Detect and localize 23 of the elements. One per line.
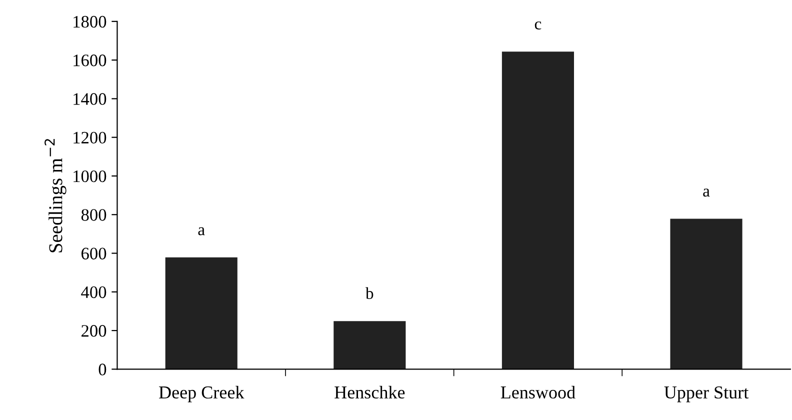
x-tick-label: Henschke [334,386,405,399]
bar [165,257,238,370]
y-tick-label: 200 [82,325,106,337]
bar [334,321,406,370]
y-axis-title: Seedlings m$^{−2}$ [44,139,66,252]
annotation: b [366,287,374,300]
y-tick-label: 1400 [74,93,106,105]
annotation: a [703,188,710,197]
y-tick-label: 1600 [74,54,106,66]
annotation: c [534,21,542,30]
x-tick-label: Deep Creek [159,386,244,402]
y-tick-label: 800 [81,209,106,221]
y-tick-label: 1800 [74,16,106,28]
y-tick-label: 0 [98,364,106,376]
x-tick-label: Lenswood [500,386,576,399]
y-tick-label: 600 [82,248,106,260]
annotation: a [198,227,205,236]
y-tick-label: 1000 [74,170,106,182]
bar [670,218,742,370]
y-tick-label: 1200 [74,132,106,144]
x-tick-label: Upper Sturt [664,386,749,402]
bar [502,52,574,370]
y-tick-label: 400 [81,286,106,298]
